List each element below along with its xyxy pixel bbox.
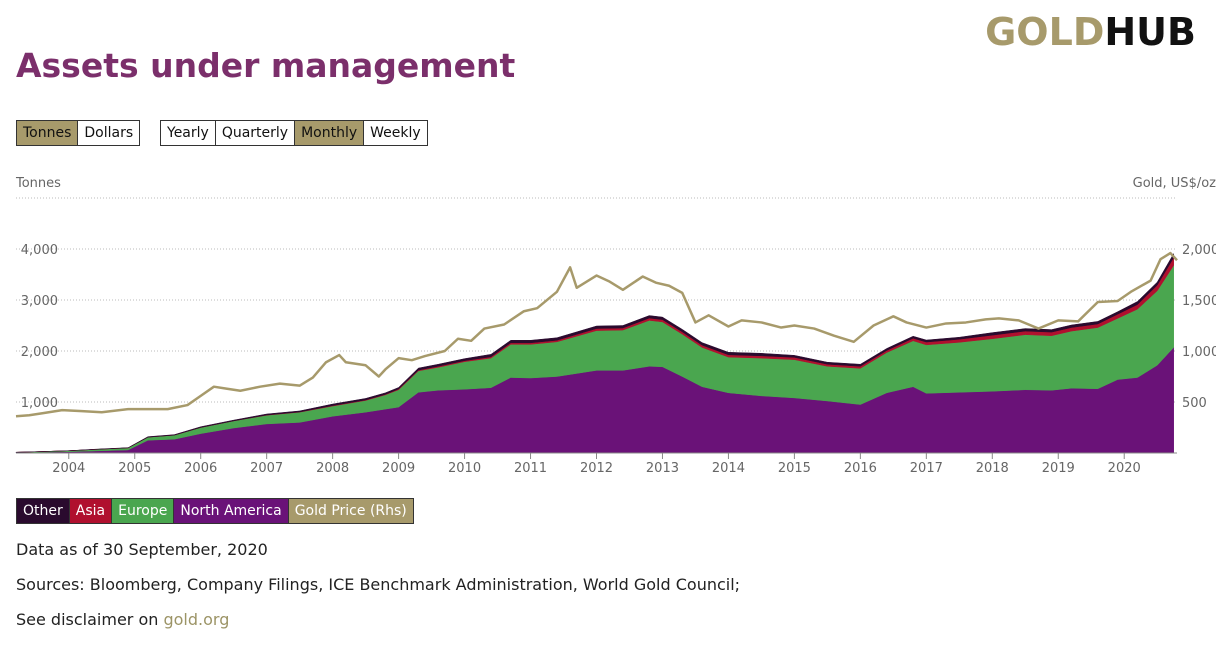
legend-north-america[interactable]: North America xyxy=(173,498,289,524)
left-axis-title: Tonnes xyxy=(16,176,61,191)
quarterly-button[interactable]: Quarterly xyxy=(214,120,296,146)
y-tick-left: 3,000 xyxy=(21,294,58,309)
x-tick-label: 2020 xyxy=(1108,461,1141,476)
y-tick-left: 2,000 xyxy=(21,345,58,360)
dollars-button[interactable]: Dollars xyxy=(77,120,141,146)
data-as-of: Data as of 30 September, 2020 xyxy=(16,540,268,559)
x-tick-label: 2008 xyxy=(316,461,349,476)
x-tick-label: 2015 xyxy=(778,461,811,476)
logo-hub-text: HUB xyxy=(1104,10,1196,54)
disclaimer-note: See disclaimer on gold.org xyxy=(16,610,229,629)
y-tick-left: 4,000 xyxy=(21,243,58,258)
y-tick-right: 1,000 xyxy=(1182,345,1216,360)
page-title: Assets under management xyxy=(16,46,516,85)
x-tick-label: 2017 xyxy=(910,461,943,476)
x-tick-label: 2019 xyxy=(1042,461,1075,476)
x-tick-label: 2007 xyxy=(250,461,283,476)
y-tick-right: 1,500 xyxy=(1182,294,1216,309)
gold-price-line xyxy=(15,251,1178,418)
gold-org-link[interactable]: gold.org xyxy=(163,610,230,629)
x-tick-label: 2013 xyxy=(646,461,679,476)
yearly-button[interactable]: Yearly xyxy=(160,120,216,146)
tonnes-button[interactable]: Tonnes xyxy=(16,120,79,146)
x-tick-label: 2010 xyxy=(448,461,481,476)
goldhub-logo: GOLDHUB xyxy=(985,10,1196,54)
legend-asia[interactable]: Asia xyxy=(68,498,113,524)
legend-other[interactable]: Other xyxy=(16,498,70,524)
right-axis-title: Gold, US$/oz xyxy=(1132,176,1216,191)
logo-gold-text: GOLD xyxy=(985,10,1105,54)
x-tick-label: 2006 xyxy=(184,461,217,476)
x-tick-label: 2012 xyxy=(580,461,613,476)
y-tick-left: 1,000 xyxy=(21,396,58,411)
aum-chart: 1,000 2,000 3,000 4,000 500 1,000 1,500 2,000 20… xyxy=(15,197,1216,476)
x-tick-label: 2009 xyxy=(382,461,415,476)
monthly-button[interactable]: Monthly xyxy=(294,120,365,146)
disclaimer-prefix: See disclaimer on xyxy=(16,610,164,629)
weekly-button[interactable]: Weekly xyxy=(363,120,428,146)
legend-europe[interactable]: Europe xyxy=(111,498,175,524)
unit-toggle: Tonnes Dollars xyxy=(16,120,141,146)
legend-gold-price[interactable]: Gold Price (Rhs) xyxy=(287,498,414,524)
x-tick-label: 2016 xyxy=(844,461,877,476)
x-tick-label: 2011 xyxy=(514,461,547,476)
chart-legend: Other Asia Europe North America Gold Pri… xyxy=(16,498,414,524)
x-tick-label: 2004 xyxy=(52,461,85,476)
period-toggle: Yearly Quarterly Monthly Weekly xyxy=(160,120,428,146)
sources-note: Sources: Bloomberg, Company Filings, ICE… xyxy=(16,575,741,594)
x-tick-label: 2005 xyxy=(118,461,151,476)
x-tick-label: 2018 xyxy=(976,461,1009,476)
y-tick-right: 500 xyxy=(1182,396,1207,411)
y-tick-right: 2,000 xyxy=(1182,243,1216,258)
x-tick-label: 2014 xyxy=(712,461,745,476)
